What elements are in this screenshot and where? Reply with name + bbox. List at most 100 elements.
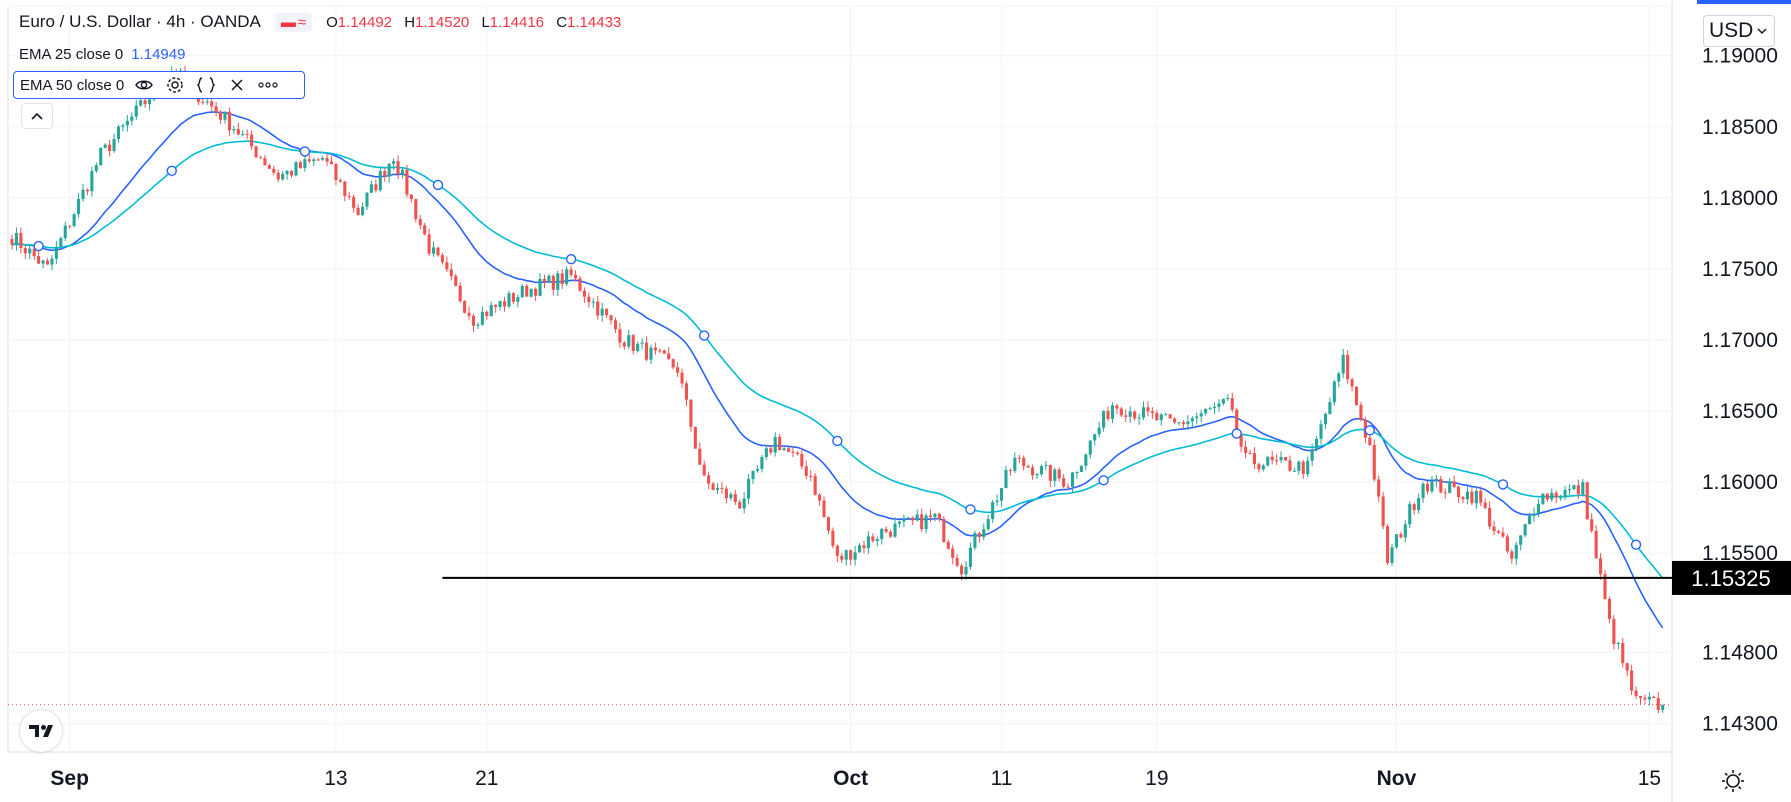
candle-body	[1386, 526, 1390, 563]
candle-body	[773, 436, 777, 453]
candle-body	[303, 159, 307, 168]
candle-body	[511, 293, 515, 302]
candle-body	[1062, 478, 1066, 487]
ema-point-marker[interactable]	[1364, 425, 1376, 436]
ema-point-marker[interactable]	[1098, 475, 1109, 486]
ema25-line[interactable]	[11, 111, 1664, 629]
support-price-label: 1.15325	[1691, 566, 1771, 591]
candle-body	[356, 207, 360, 215]
candle-body	[649, 347, 653, 360]
candle-body	[1567, 489, 1572, 491]
candle-body	[454, 276, 458, 286]
candle-body	[565, 269, 569, 285]
sun-gear-icon[interactable]	[1722, 770, 1744, 792]
candle-body	[1501, 532, 1505, 537]
candle-body	[1297, 461, 1301, 471]
close-icon[interactable]	[226, 74, 248, 96]
candle-body	[622, 342, 626, 347]
candle-body	[1394, 534, 1399, 548]
candle-body	[1097, 427, 1101, 435]
more-icon[interactable]	[257, 74, 279, 96]
candle-body	[1421, 483, 1425, 499]
ema-point-marker[interactable]	[699, 330, 710, 341]
candle-body	[1350, 379, 1354, 387]
gear-icon[interactable]	[164, 74, 186, 96]
candle-body	[201, 101, 205, 103]
candle-body	[840, 555, 844, 560]
candle-body	[1248, 452, 1252, 454]
candle-body	[1661, 704, 1665, 710]
ema-point-marker[interactable]	[1497, 479, 1509, 490]
candle-body	[809, 475, 813, 477]
candle-body	[1612, 618, 1616, 644]
ema-point-marker[interactable]	[832, 435, 843, 447]
candle-body	[556, 273, 560, 290]
candle-body	[325, 157, 329, 162]
candle-body	[875, 539, 879, 542]
candle-body	[1102, 411, 1106, 428]
candle-body	[485, 311, 489, 317]
candle-body	[516, 297, 520, 302]
ema-point-marker[interactable]	[33, 240, 44, 252]
candle-body	[1603, 574, 1607, 599]
candle-body	[45, 260, 50, 265]
candle-body	[1439, 478, 1443, 493]
currency-selector[interactable]: USD	[1703, 15, 1775, 47]
indicator-ema25-label: EMA 25 close 0	[19, 46, 124, 63]
candle-body	[1053, 469, 1057, 481]
indicator-ema50-legend[interactable]: EMA 50 close 0	[13, 71, 305, 99]
candle-body	[791, 451, 795, 453]
ema-point-marker[interactable]	[166, 165, 177, 176]
candle-body	[1208, 408, 1212, 410]
symbol-title[interactable]: Euro / U.S. Dollar · 4h · OANDA	[19, 12, 261, 31]
candle-body	[471, 315, 476, 326]
candle-body	[498, 301, 502, 307]
time-tick-label: Nov	[1377, 767, 1417, 790]
tradingview-logo-icon[interactable]	[20, 710, 62, 752]
candle-body	[1195, 416, 1199, 419]
braces-icon[interactable]	[195, 74, 217, 96]
ema-point-marker[interactable]	[565, 253, 577, 265]
candle-body	[525, 285, 529, 297]
candle-body	[285, 170, 289, 175]
candle-body	[573, 274, 578, 279]
candle-body	[693, 426, 697, 449]
market-status-badge[interactable]: ▬ ≈	[274, 12, 313, 32]
candle-body	[1128, 411, 1132, 417]
candle-body	[835, 545, 839, 556]
price-tick-label: 1.15500	[1702, 542, 1778, 565]
candle-body	[387, 163, 391, 177]
indicator-ema25-legend[interactable]: EMA 25 close 0 1.14949	[19, 46, 185, 63]
candle-body	[542, 278, 547, 283]
candle-body	[1381, 496, 1385, 527]
candle-body	[205, 101, 209, 103]
candle-body	[911, 517, 915, 521]
candle-body	[1656, 698, 1660, 710]
candle-body	[378, 171, 382, 191]
ema-point-marker[interactable]	[432, 179, 444, 191]
candle-body	[223, 111, 227, 120]
candle-body	[1088, 440, 1092, 455]
candle-body	[352, 197, 356, 208]
price-tick-label: 1.18000	[1702, 187, 1778, 210]
candle-body	[591, 301, 595, 303]
candle-body	[968, 547, 973, 567]
ema-point-marker[interactable]	[965, 504, 976, 515]
candle-body	[689, 399, 693, 427]
candle-body	[374, 184, 378, 191]
candle-body	[1181, 422, 1186, 425]
legend-collapse-button[interactable]	[21, 103, 53, 129]
ema-point-marker[interactable]	[1630, 539, 1642, 550]
candle-body	[125, 120, 129, 126]
candle-body	[1332, 381, 1336, 403]
candle-body	[236, 129, 240, 135]
candle-body	[214, 106, 218, 112]
eye-icon[interactable]	[133, 74, 155, 96]
candle-body	[494, 305, 498, 307]
ema-point-marker[interactable]	[1231, 428, 1242, 439]
candle-body	[1017, 457, 1021, 459]
ema-point-marker[interactable]	[299, 146, 311, 157]
price-tick-label: 1.17500	[1702, 258, 1778, 281]
